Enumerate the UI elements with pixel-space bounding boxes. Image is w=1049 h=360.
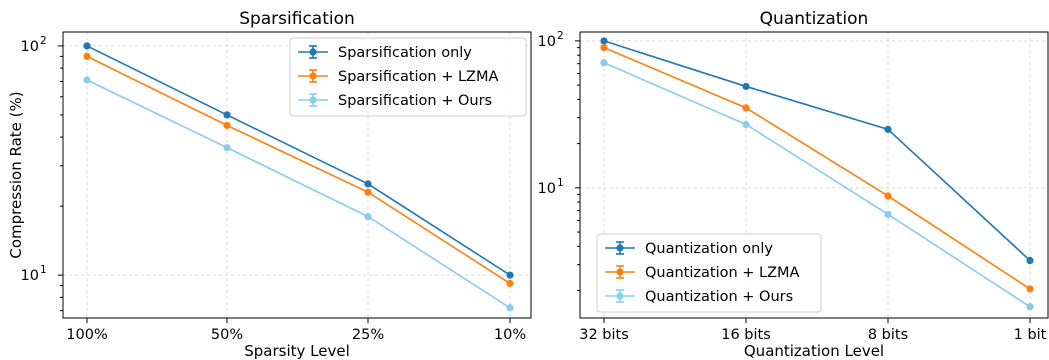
y-tick-label: 10	[21, 39, 39, 55]
y-tick-label: 10	[21, 268, 39, 284]
legend: Quantization only Quantization + LZMA Quan…	[596, 233, 822, 313]
series-line	[86, 79, 511, 309]
data-point	[83, 42, 91, 50]
legend-entry: Sparsification + Ours	[338, 93, 492, 109]
data-point	[742, 82, 750, 91]
x-tick-label: 1 bit	[1014, 327, 1047, 343]
data-point	[884, 192, 892, 200]
data-point	[884, 125, 892, 133]
legend-frame	[289, 37, 527, 117]
y-tick-label-exponent: 2	[40, 35, 47, 47]
data-point	[742, 120, 750, 129]
data-point	[364, 188, 372, 196]
data-point	[506, 279, 514, 288]
legend-entry: Sparsification + LZMA	[338, 69, 498, 85]
legend-marker	[616, 244, 624, 252]
legend: Sparsification only Sparsification + LZMA…	[289, 37, 527, 117]
y-tick-label-exponent: 1	[40, 264, 47, 276]
data-point	[506, 304, 514, 312]
data-point	[364, 213, 372, 221]
chart-title: Quantization	[760, 9, 869, 29]
data-point	[600, 44, 608, 52]
legend-marker	[616, 268, 624, 276]
data-point	[600, 37, 608, 45]
x-tick-label: 25%	[352, 327, 384, 343]
y-tick-label: 10	[538, 34, 556, 50]
x-tick-label: 16 bits	[721, 327, 771, 343]
y-axis-label: Compression Rate (%)	[7, 91, 25, 258]
series-line	[603, 46, 1031, 290]
x-tick-label: 10%	[494, 327, 526, 343]
data-point	[1026, 303, 1034, 311]
data-point	[83, 52, 91, 61]
x-tick-label: 50%	[211, 327, 243, 343]
y-tick-label-exponent: 1	[557, 177, 564, 189]
data-point	[884, 210, 892, 218]
legend-entry: Quantization + Ours	[645, 289, 793, 305]
data-point	[742, 104, 750, 112]
data-point	[600, 59, 608, 67]
data-point	[83, 76, 91, 84]
x-tick-label: 100%	[66, 327, 107, 343]
plot-area-frame	[62, 31, 532, 319]
plot-area-frame	[579, 31, 1049, 319]
legend-frame	[596, 233, 822, 313]
x-axis-label: Sparsity Level	[244, 342, 350, 360]
legend-marker	[309, 72, 317, 80]
y-tick-label: 10	[538, 181, 556, 197]
legend-entry: Quantization only	[645, 241, 773, 257]
x-tick-label: 8 bits	[868, 327, 908, 343]
chart-title: Sparsification	[239, 9, 355, 29]
data-point	[1026, 256, 1034, 265]
series-line	[603, 62, 1031, 308]
data-point	[223, 144, 231, 152]
legend-entry: Sparsification only	[338, 45, 472, 61]
data-point	[223, 121, 231, 129]
legend-marker	[309, 96, 317, 104]
data-point	[506, 271, 514, 279]
x-axis-label: Quantization Level	[744, 342, 884, 360]
series-line	[603, 40, 1031, 262]
data-point	[223, 111, 231, 119]
data-point	[1026, 285, 1034, 293]
y-tick-label-exponent: 2	[557, 30, 564, 42]
series-line	[86, 45, 511, 276]
x-tick-label: 32 bits	[579, 327, 629, 343]
legend-entry: Quantization + LZMA	[645, 265, 800, 281]
legend-marker	[309, 48, 317, 56]
data-point	[364, 180, 372, 188]
legend-marker	[616, 292, 624, 300]
series-line	[86, 55, 511, 285]
chart-panel-1: Quantization 32 bits 16 bits 8 bits 1 bit Qua…	[538, 9, 1049, 360]
chart-panel-0: Sparsification 100% 50% 25% 10% Sparsity Leve…	[7, 9, 532, 360]
